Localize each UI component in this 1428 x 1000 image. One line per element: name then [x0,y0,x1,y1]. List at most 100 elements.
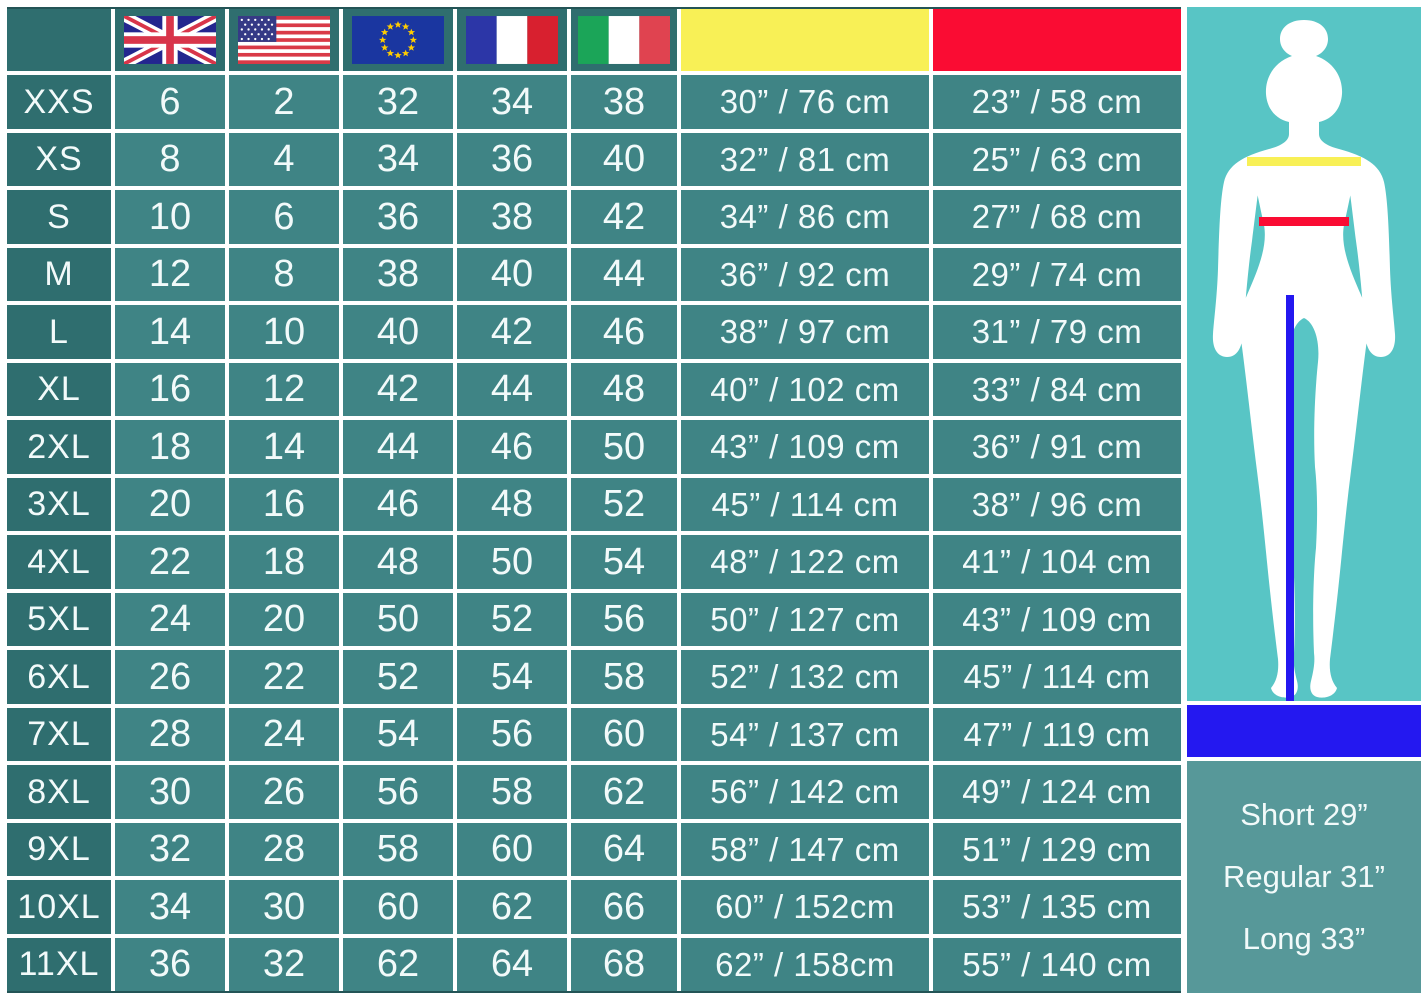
size-label-cell: XS [7,132,111,186]
waist-measurement-cell: 41” / 104 cm [933,535,1181,589]
bust-measurement-cell: 48” / 122 cm [681,535,929,589]
waist-measurement-cell: 49” / 124 cm [933,765,1181,819]
italy-flag-icon [578,16,670,64]
uk-size-cell: 16 [115,362,225,416]
uk-size-cell: 26 [115,650,225,704]
it-size-cell: 46 [571,305,677,359]
waist-measurement-cell: 53” / 135 cm [933,880,1181,934]
bust-measurement-cell: 30” / 76 cm [681,75,929,129]
size-label-cell: S [7,190,111,244]
waist-measurement-cell: 27” / 68 cm [933,190,1181,244]
fr-size-cell: 38 [457,190,567,244]
eu-size-cell: 56 [343,765,453,819]
bust-measurement-cell: 52” / 132 cm [681,650,929,704]
eu-size-cell: 44 [343,420,453,474]
waist-measurement-cell: 23” / 58 cm [933,75,1181,129]
eu-size-cell: 50 [343,592,453,646]
eu-size-cell: 32 [343,75,453,129]
size-label-cell: 5XL [7,592,111,646]
eu-size-cell: 46 [343,477,453,531]
waist-measurement-cell: 36” / 91 cm [933,420,1181,474]
it-size-cell: 58 [571,650,677,704]
bust-measurement-cell: 36” / 92 cm [681,247,929,301]
waist-line [1259,217,1349,226]
fr-size-cell: 36 [457,132,567,186]
size-label-cell: XL [7,362,111,416]
eu-size-cell: 48 [343,535,453,589]
fr-size-cell: 44 [457,362,567,416]
bust-measurement-cell: 58” / 147 cm [681,822,929,876]
bust-measurement-cell: 62” / 158cm [681,937,929,991]
us-size-cell: 4 [229,132,339,186]
size-label-cell: L [7,305,111,359]
inseam-length-legend: Short 29” Regular 31” Long 33” [1187,761,1421,993]
size-label-cell: 9XL [7,822,111,876]
eu-size-cell: 58 [343,822,453,876]
uk-size-cell: 6 [115,75,225,129]
us-size-cell: 2 [229,75,339,129]
it-size-cell: 40 [571,132,677,186]
size-label-cell: M [7,247,111,301]
it-size-cell: 60 [571,707,677,761]
italy-flag-header [571,9,677,71]
waist-measurement-cell: 47” / 119 cm [933,707,1181,761]
bust-measurement-cell: 32” / 81 cm [681,132,929,186]
it-size-cell: 64 [571,822,677,876]
it-size-cell: 48 [571,362,677,416]
uk-size-cell: 12 [115,247,225,301]
size-label-cell: 8XL [7,765,111,819]
us-size-cell: 30 [229,880,339,934]
uk-size-cell: 24 [115,592,225,646]
uk-size-cell: 14 [115,305,225,359]
fr-size-cell: 40 [457,247,567,301]
it-size-cell: 62 [571,765,677,819]
it-size-cell: 56 [571,592,677,646]
it-size-cell: 44 [571,247,677,301]
fr-size-cell: 54 [457,650,567,704]
waist-color-header [933,9,1181,71]
eu-size-cell: 38 [343,247,453,301]
uk-size-cell: 10 [115,190,225,244]
size-label-cell: 7XL [7,707,111,761]
waist-measurement-cell: 33” / 84 cm [933,362,1181,416]
fr-size-cell: 50 [457,535,567,589]
france-flag-icon [466,16,558,64]
corner-cell [7,9,111,71]
size-label-cell: 10XL [7,880,111,934]
eu-size-cell: 60 [343,880,453,934]
bust-line [1247,157,1361,166]
legend-line-regular: Regular 31” [1223,859,1385,894]
size-label-cell: 6XL [7,650,111,704]
inseam-line [1286,295,1294,701]
uk-size-cell: 8 [115,132,225,186]
waist-measurement-cell: 29” / 74 cm [933,247,1181,301]
us-size-cell: 32 [229,937,339,991]
fr-size-cell: 42 [457,305,567,359]
uk-size-cell: 34 [115,880,225,934]
waist-measurement-cell: 31” / 79 cm [933,305,1181,359]
waist-measurement-cell: 25” / 63 cm [933,132,1181,186]
bust-measurement-cell: 38” / 97 cm [681,305,929,359]
bust-measurement-cell: 34” / 86 cm [681,190,929,244]
eu-size-cell: 34 [343,132,453,186]
size-label-cell: 4XL [7,535,111,589]
bust-measurement-cell: 45” / 114 cm [681,477,929,531]
eu-size-cell: 36 [343,190,453,244]
inseam-color-bar [1187,705,1421,757]
it-size-cell: 68 [571,937,677,991]
fr-size-cell: 58 [457,765,567,819]
uk-size-cell: 32 [115,822,225,876]
fr-size-cell: 48 [457,477,567,531]
size-label-cell: XXS [7,75,111,129]
us-size-cell: 6 [229,190,339,244]
us-flag-header [229,9,339,71]
uk-size-cell: 18 [115,420,225,474]
bust-measurement-cell: 50” / 127 cm [681,592,929,646]
it-size-cell: 50 [571,420,677,474]
size-label-cell: 2XL [7,420,111,474]
bust-measurement-cell: 56” / 142 cm [681,765,929,819]
fr-size-cell: 34 [457,75,567,129]
eu-size-cell: 62 [343,937,453,991]
it-size-cell: 54 [571,535,677,589]
bust-color-header [681,9,929,71]
